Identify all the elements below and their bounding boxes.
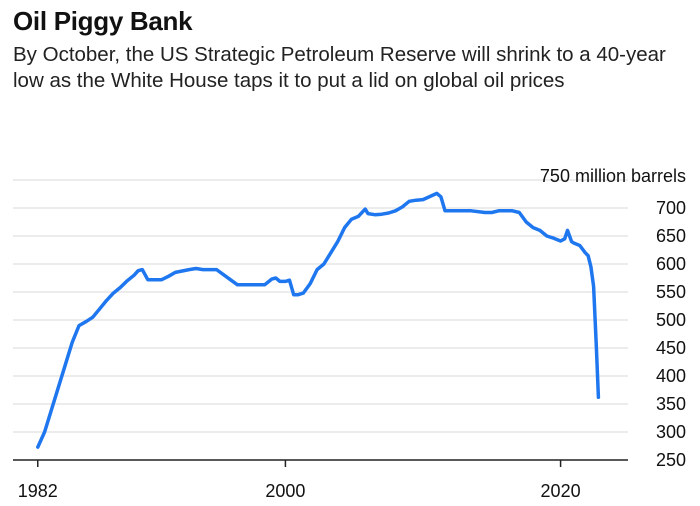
series-line-0: [36, 191, 601, 449]
gridlines: [13, 179, 628, 433]
y-tick-label-400: 400: [656, 366, 686, 386]
x-tick-label-2000: 2000: [265, 481, 305, 501]
x-tick-label-2020: 2020: [541, 481, 581, 501]
y-unit-label: 750 million barrels: [540, 166, 686, 186]
y-tick-label-500: 500: [656, 310, 686, 330]
x-tick-label-1982: 1982: [18, 481, 58, 501]
y-tick-label-650: 650: [656, 226, 686, 246]
chart-title: Oil Piggy Bank: [13, 6, 193, 36]
chart-subtitle: By October, the US Strategic Petroleum R…: [13, 43, 666, 92]
y-tick-label-350: 350: [656, 394, 686, 414]
y-tick-label-250: 250: [656, 450, 686, 470]
y-tick-label-700: 700: [656, 198, 686, 218]
y-tick-label-550: 550: [656, 282, 686, 302]
y-axis: 250 300 350 400 450 500 550 600 650 700: [656, 198, 686, 470]
series-layer: [36, 191, 601, 449]
y-tick-label-600: 600: [656, 254, 686, 274]
y-tick-label-300: 300: [656, 422, 686, 442]
x-axis: 1982 2000 2020: [13, 459, 628, 501]
y-tick-label-450: 450: [656, 338, 686, 358]
